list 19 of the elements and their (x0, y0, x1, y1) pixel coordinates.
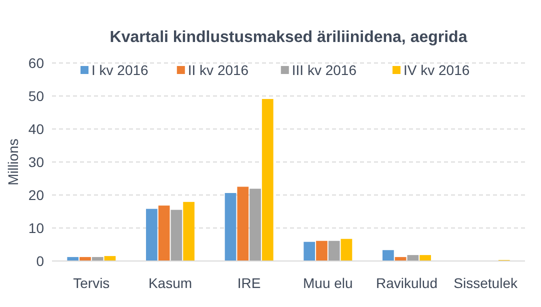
x-tick-label: Tervis (73, 275, 110, 291)
y-axis-title: Millions (5, 138, 21, 186)
y-tick-label: 0 (36, 252, 44, 269)
x-tick-label: Kasum (148, 275, 192, 291)
chart-title: Kvartali kindlustusmaksed äriliinidena, aegrida (110, 29, 468, 46)
x-tick-label: Ravikulud (376, 275, 438, 291)
legend-label: III kv 2016 (292, 62, 357, 78)
y-tick-label: 40 (28, 120, 44, 137)
y-tick-label: 50 (28, 88, 44, 104)
legend-label: I kv 2016 (92, 62, 149, 78)
y-tick-label: 30 (28, 154, 44, 170)
y-tick-label: 10 (28, 220, 44, 236)
x-tick-label: Muu elu (303, 275, 353, 291)
x-tick-label: IRE (237, 275, 261, 291)
y-tick-label: 20 (28, 186, 44, 203)
x-tick-label: Sissetulek (454, 275, 518, 291)
legend-label: II kv 2016 (188, 62, 249, 78)
legend-label: IV kv 2016 (404, 62, 470, 78)
y-tick-label: 60 (28, 54, 44, 71)
